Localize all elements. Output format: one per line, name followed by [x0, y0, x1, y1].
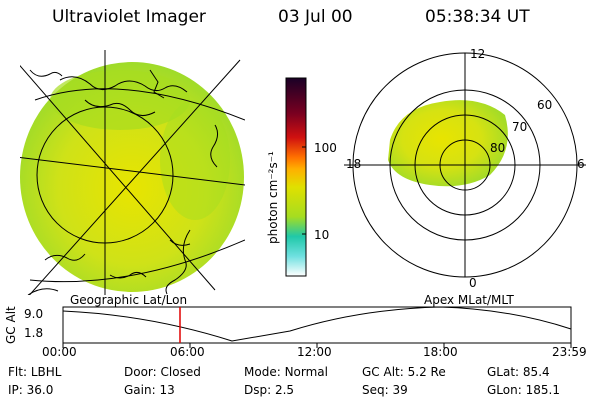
- flt-value: LBHL: [30, 365, 62, 379]
- lat-label-70: 70: [512, 120, 528, 134]
- glon-label: GLon:: [487, 383, 522, 397]
- instrument-title: Ultraviolet Imager: [52, 7, 206, 27]
- ip-value: 36.0: [26, 383, 54, 397]
- footer-door: Door: Closed: [124, 365, 201, 379]
- footer-glon: GLon: 185.1: [487, 383, 560, 397]
- footer-gain: Gain: 13: [124, 383, 175, 397]
- mlt-label-0: 0: [469, 276, 477, 290]
- glat-value: 85.4: [522, 365, 550, 379]
- x-tick-1200: 12:00: [297, 345, 332, 359]
- altitude-curve: [62, 306, 572, 342]
- mlt-label-18: 18: [346, 157, 362, 171]
- footer-ip: IP: 36.0: [8, 383, 53, 397]
- apex-mlat-mlt-label: Apex MLat/MLT: [424, 293, 514, 307]
- colorbar-unit-label: photon cm⁻²s⁻¹: [266, 151, 280, 244]
- gc-alt-axis-label: GC Alt: [4, 306, 18, 344]
- flt-label: Flt:: [8, 365, 27, 379]
- gain-label: Gain:: [124, 383, 156, 397]
- geographic-image: [20, 50, 245, 295]
- polar-grid: [344, 52, 586, 278]
- date-label: 03 Jul 00: [278, 7, 353, 27]
- mlt-label-12: 12: [470, 47, 486, 61]
- door-value: Closed: [160, 365, 201, 379]
- y-tick-9: 9.0: [24, 307, 44, 321]
- x-tick-1800: 18:00: [423, 345, 458, 359]
- dsp-label: Dsp:: [244, 383, 272, 397]
- footer-mode: Mode: Normal: [244, 365, 328, 379]
- lat-lon-grid: [20, 50, 245, 295]
- footer-seq: Seq: 39: [362, 383, 408, 397]
- door-label: Door:: [124, 365, 157, 379]
- lat-label-60: 60: [537, 98, 553, 112]
- polar-plot: [344, 52, 586, 278]
- ip-label: IP:: [8, 383, 23, 397]
- glat-label: GLat:: [487, 365, 520, 379]
- y-tick-1-8: 1.8: [24, 326, 44, 340]
- dsp-value: 2.5: [274, 383, 295, 397]
- footer-flt: Flt: LBHL: [8, 365, 61, 379]
- color-scale: [285, 77, 307, 277]
- glon-value: 185.1: [525, 383, 560, 397]
- lat-label-80: 80: [490, 141, 506, 155]
- gain-value: 13: [159, 383, 175, 397]
- altitude-timeline: [62, 306, 572, 348]
- time-label: 05:38:34 UT: [425, 7, 530, 27]
- gc-alt-value: 5.2 Re: [407, 365, 446, 379]
- footer-gc-alt: GC Alt: 5.2 Re: [362, 365, 446, 379]
- gc-alt-label: GC Alt:: [362, 365, 404, 379]
- x-tick-0600: 06:00: [170, 345, 205, 359]
- mlt-label-6: 6: [577, 157, 585, 171]
- footer-dsp: Dsp: 2.5: [244, 383, 294, 397]
- x-tick-0000: 00:00: [42, 345, 77, 359]
- footer-glat: GLat: 85.4: [487, 365, 550, 379]
- colorbar-tick-100: 100: [314, 141, 337, 155]
- seq-value: 39: [392, 383, 408, 397]
- mode-label: Mode:: [244, 365, 281, 379]
- seq-label: Seq:: [362, 383, 389, 397]
- colorbar-tick-10: 10: [314, 228, 330, 242]
- x-tick-2359: 23:59: [552, 345, 587, 359]
- geographic-lat-lon-label: Geographic Lat/Lon: [70, 293, 188, 307]
- mode-value: Normal: [284, 365, 328, 379]
